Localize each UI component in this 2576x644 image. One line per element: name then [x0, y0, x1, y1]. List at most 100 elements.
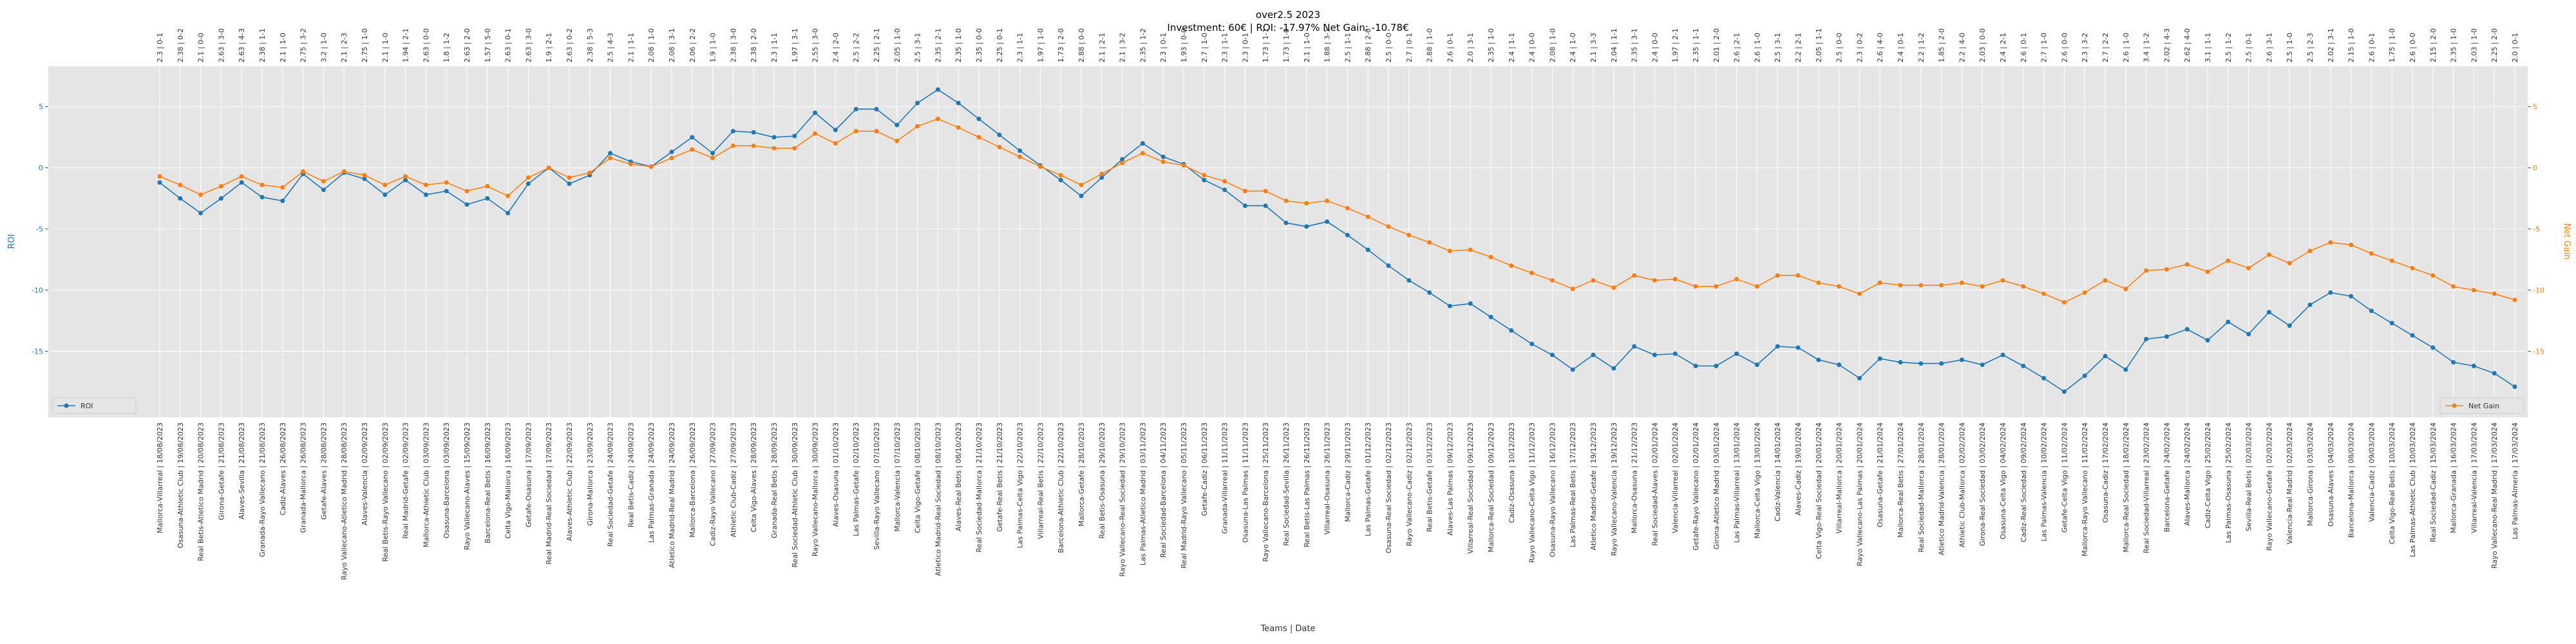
point [198, 211, 204, 216]
x-tick-label: Las Palmas-Granada | 24/09/2023 [647, 422, 656, 543]
point [1591, 278, 1596, 283]
top-label: 2.38 | 2-0 [750, 28, 758, 62]
x-tick-label: Real Betis-Rayo Vallecano | 02/09/2023 [381, 422, 390, 562]
point [2512, 298, 2517, 303]
top-label: 1.73 | 1-0 [1282, 28, 1291, 62]
x-tick-label: Osasuna-Las Palmas | 11/11/2023 [1241, 422, 1249, 543]
point [2061, 389, 2067, 394]
top-label: 1.9 | 2-1 [545, 33, 553, 62]
point [1714, 284, 1719, 289]
point [1549, 278, 1555, 283]
y2-tick-label: -15 [2533, 347, 2544, 355]
point [178, 182, 183, 187]
point [1857, 291, 1862, 296]
x-tick-label: Real Madrid-Rayo Vallecano | 05/11/2023 [1180, 422, 1188, 569]
top-label: 2.38 | 1-1 [258, 28, 267, 62]
top-label: 2.63 | 0-2 [565, 28, 574, 62]
point [1325, 219, 1330, 224]
point [464, 189, 469, 194]
point [1837, 284, 1842, 289]
x-tick-label: Villarreal-Real Betis | 22/10/2023 [1036, 422, 1045, 539]
top-label: 2.7 | 2-2 [2101, 33, 2110, 62]
point [1325, 198, 1330, 204]
point [1345, 232, 1350, 238]
x-tick-label: Las Palmas-Getafe | 01/12/2023 [1364, 422, 1372, 536]
chart-title: over2.5 2023 [1256, 9, 1320, 21]
point [1283, 198, 1289, 204]
x-tick-label: Alaves-Real Betis | 08/10/2023 [954, 422, 963, 531]
point [2226, 258, 2231, 263]
point [853, 106, 858, 111]
point [1202, 178, 1207, 183]
point [1304, 201, 1309, 206]
x-tick-label: Granada-Real Betis | 28/09/2023 [770, 422, 779, 538]
point [1365, 247, 1370, 252]
point [1242, 203, 1247, 208]
point [2000, 278, 2005, 283]
point [1714, 363, 1719, 368]
point [383, 182, 388, 187]
point [2389, 258, 2394, 263]
point [2266, 310, 2271, 315]
x-tick-label: Barcelona-Getafe | 24/02/2024 [2163, 422, 2171, 532]
x-tick-label: Celta Vigo-Mallorca | 16/09/2023 [504, 422, 513, 539]
point [2021, 284, 2026, 289]
x-tick-label: Osasuna-Barcelona | 03/09/2023 [442, 422, 451, 538]
point [608, 151, 613, 156]
point [1345, 205, 1350, 211]
point [2266, 252, 2271, 257]
point [2471, 363, 2476, 368]
point [1795, 273, 1801, 278]
x-tick-label: Mallorca-Real Sociedad | 18/02/2024 [2122, 422, 2130, 553]
top-label: 2.1 | 0-0 [197, 33, 205, 62]
x-tick-label: Real Sociedad-Getafe | 24/09/2023 [607, 422, 615, 547]
point [1980, 362, 1985, 367]
point [1918, 283, 1924, 288]
point [260, 182, 265, 187]
x-tick-label: Cadiz-Osasuna | 10/12/2023 [1508, 422, 1516, 523]
point [1120, 160, 1125, 166]
point [1140, 141, 1145, 146]
point [567, 175, 572, 180]
top-label: 1.88 | 3-1 [1323, 28, 1332, 62]
point [506, 211, 511, 216]
point [485, 196, 490, 201]
point [444, 189, 449, 194]
x-tick-label: Atletico Madrid-Valencia | 28/01/2024 [1938, 422, 1946, 555]
point [997, 132, 1002, 137]
point [1530, 270, 1535, 276]
x-tick-label: Getafe-Osasuna | 17/09/2023 [524, 422, 533, 527]
top-label: 2.5 | 1-1 [1343, 33, 1352, 62]
point [1570, 367, 1575, 372]
y-tick-label: -15 [32, 347, 43, 355]
x-tick-label: Granada-Villarreal | 11/11/2023 [1221, 422, 1229, 534]
top-label: 2.88 | 0-0 [1077, 28, 1086, 62]
point [2328, 290, 2333, 295]
point [1468, 301, 1473, 306]
point [1570, 287, 1575, 292]
point [874, 106, 879, 111]
point [218, 196, 223, 201]
point [2226, 319, 2231, 325]
point [792, 146, 797, 151]
top-label: 2.1 | 2-3 [340, 33, 348, 62]
point [895, 122, 900, 128]
top-label: 2.4 | 1-0 [1569, 33, 1577, 62]
y2-tick-label: 5 [2533, 103, 2537, 111]
x-tick-label: Getafe-Real Betis | 21/10/2023 [996, 422, 1004, 532]
top-label: 2.3 | 1-1 [1221, 33, 1229, 62]
point [1263, 203, 1268, 208]
point [1509, 328, 1514, 333]
top-label: 3.1 | 1-1 [2204, 33, 2212, 62]
top-label: 2.3 | 0-1 [156, 33, 164, 62]
x-tick-label: Osasuna-Rayo Vallecano | 16/12/2023 [1548, 422, 1557, 557]
point [1018, 155, 1023, 160]
point [2369, 308, 2374, 314]
top-label: 2.88 | 2-0 [1364, 28, 1372, 62]
x-tick-label: Osasuna-Real Sociedad | 02/12/2023 [1385, 422, 1393, 553]
x-tick-label: Rayo Vallecano-Cadiz | 02/12/2023 [1405, 422, 1414, 546]
top-label: 2.1 | 1-0 [1303, 33, 1311, 62]
point [2410, 333, 2415, 338]
point [608, 155, 613, 160]
x-tick-label: Mallorca-Barcelona | 26/09/2023 [688, 422, 697, 538]
